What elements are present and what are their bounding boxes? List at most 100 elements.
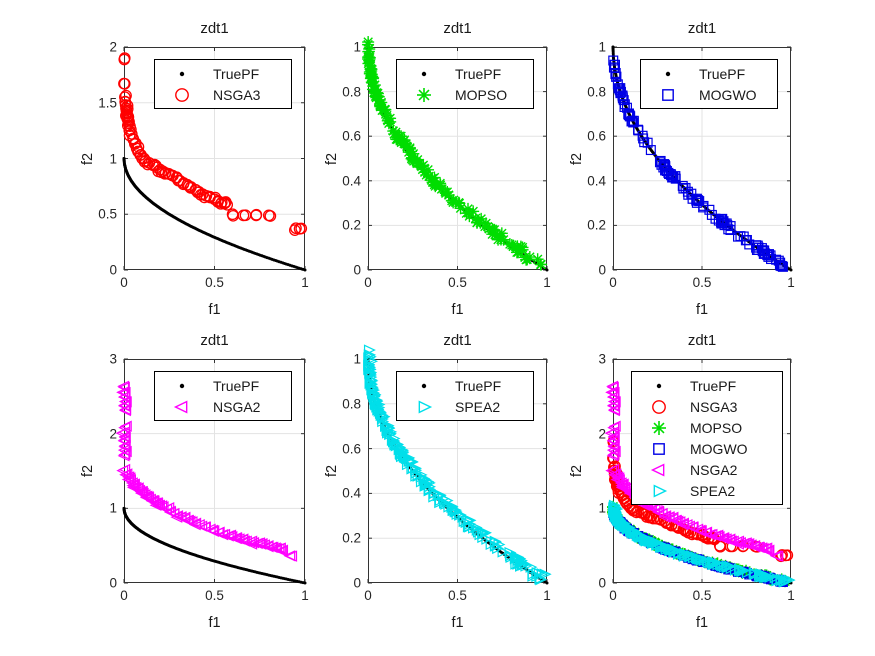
subplot-spea2: zdt1 f1 f2 0 0.5 1 0 0.2 0.4 0.6 0.8 1 TruePF SPEA… <box>324 332 552 631</box>
x-axis-label: f1 <box>695 302 709 318</box>
x-tick-label: 0 <box>120 588 128 603</box>
y-tick-label: 0 <box>109 575 117 591</box>
x-tick-label: 1 <box>301 588 309 603</box>
legend-marker-icon <box>652 420 666 435</box>
legend-marker-icon <box>421 71 427 76</box>
y-tick-label: 0.5 <box>98 206 117 222</box>
x-axis-label: f1 <box>451 615 464 631</box>
subplot-nsga3: zdt1 f1 f2 0 0.5 1 0 0.5 1 1.5 2 TruePF NSGA3 <box>80 20 309 318</box>
y-axis-label: f2 <box>569 152 585 165</box>
legend: TruePF NSGA2 <box>154 371 292 421</box>
legend-row: SPEA2 <box>401 396 519 417</box>
legend-marker-icon <box>173 400 188 413</box>
plot-title: zdt1 <box>443 20 472 37</box>
legend: TruePF MOGWO <box>640 59 778 109</box>
legend-row: MOGWO <box>636 438 768 459</box>
x-tick-label: 0.5 <box>205 588 224 603</box>
series-SPEA2 <box>608 499 796 588</box>
legend-marker-icon <box>652 399 666 414</box>
x-tick-label: 0 <box>609 275 617 290</box>
legend-marker-icon <box>179 71 185 76</box>
plot-area <box>118 46 308 272</box>
legend-marker-icon <box>417 87 431 102</box>
legend-marker-icon <box>656 383 662 388</box>
x-axis-label: f1 <box>208 302 221 318</box>
y-axis-label: f2 <box>569 464 585 478</box>
tick-marks <box>123 358 306 584</box>
legend: TruePF NSGA3 MOPSO MOGWO NSGA2 SPEA2 <box>631 371 783 505</box>
x-tick-label: 0.5 <box>448 275 467 290</box>
x-tick-label: 0.5 <box>205 275 224 290</box>
plot-title: zdt1 <box>200 332 229 349</box>
x-tick-label: 1 <box>787 588 795 603</box>
plot-area <box>115 358 307 585</box>
legend: TruePF SPEA2 <box>396 371 534 421</box>
legend-label: TruePF <box>455 65 502 82</box>
legend-row: TruePF <box>401 375 519 396</box>
y-axis-label: f2 <box>324 152 340 165</box>
y-tick-label: 0.2 <box>342 217 361 233</box>
legend-row: MOGWO <box>645 84 763 105</box>
y-tick-label: 0.4 <box>342 485 361 501</box>
legend-label: NSGA2 <box>690 461 738 478</box>
legend-row: TruePF <box>636 375 768 396</box>
series-NSGA3 <box>118 52 308 236</box>
legend-row: NSGA3 <box>159 84 277 105</box>
legend-label: TruePF <box>213 65 260 82</box>
y-tick-label: 0 <box>353 575 361 591</box>
series-MOPSO <box>362 36 548 271</box>
legend-row: MOPSO <box>636 417 768 438</box>
y-tick-label: 0 <box>109 262 117 278</box>
legend-marker-icon <box>179 383 185 388</box>
y-tick-label: 0.2 <box>587 217 606 233</box>
plot-area <box>363 344 552 586</box>
y-tick-label: 0.4 <box>342 173 361 189</box>
legend-marker-icon <box>650 463 665 476</box>
series-TruePF <box>122 506 307 585</box>
legend-label: SPEA2 <box>455 398 501 415</box>
y-tick-label: 1 <box>353 351 361 367</box>
y-tick-label: 2 <box>109 426 117 442</box>
x-axis-label: f1 <box>695 615 709 631</box>
subplot-combined: zdt1 f1 f2 0 0.5 1 0 1 2 3 TruePF NSGA3 MOPSO MOGW… <box>569 332 796 631</box>
legend: TruePF NSGA3 <box>154 59 292 109</box>
y-axis-label: f2 <box>324 464 340 478</box>
legend-label: NSGA3 <box>690 398 738 415</box>
y-tick-label: 3 <box>109 351 117 367</box>
y-tick-label: 0.6 <box>342 441 361 457</box>
legend-row: TruePF <box>401 63 519 84</box>
x-tick-label: 1 <box>543 588 551 603</box>
y-tick-label: 1 <box>109 500 117 516</box>
series-NSGA2 <box>115 380 298 562</box>
legend-label: MOPSO <box>690 419 743 436</box>
y-tick-label: 1 <box>109 151 117 166</box>
y-tick-label: 0.4 <box>587 173 606 189</box>
legend-label: SPEA2 <box>690 482 736 499</box>
legend-row: NSGA2 <box>159 396 277 417</box>
plot-area <box>604 358 796 588</box>
y-tick-label: 0 <box>598 262 606 278</box>
subplot-nsga2: zdt1 f1 f2 0 0.5 1 0 1 2 3 TruePF NSGA2 <box>80 332 309 631</box>
legend-label: TruePF <box>213 377 260 394</box>
y-axis-label: f2 <box>80 464 96 478</box>
x-axis-label: f1 <box>451 302 464 318</box>
x-axis-label: f1 <box>208 615 221 631</box>
tick-marks <box>612 46 792 271</box>
x-tick-label: 0 <box>364 588 372 603</box>
x-tick-label: 0 <box>364 275 372 290</box>
y-tick-label: 0.6 <box>342 128 361 144</box>
legend-row: NSGA3 <box>636 396 768 417</box>
legend-marker-icon <box>662 88 674 101</box>
subplot-mopso: zdt1 f1 f2 0 0.5 1 0 0.2 0.4 0.6 0.8 1 TruePF MOPS… <box>324 20 551 318</box>
y-tick-label: 1 <box>598 500 606 516</box>
legend-label: NSGA2 <box>213 398 261 415</box>
plot-title: zdt1 <box>687 332 717 349</box>
plot-area <box>362 36 549 272</box>
legend-row: TruePF <box>645 63 763 84</box>
x-tick-label: 0 <box>120 275 128 290</box>
y-tick-label: 2 <box>109 39 117 55</box>
x-tick-label: 1 <box>301 275 309 290</box>
y-tick-label: 0 <box>598 575 606 591</box>
legend-label: NSGA3 <box>213 86 261 103</box>
